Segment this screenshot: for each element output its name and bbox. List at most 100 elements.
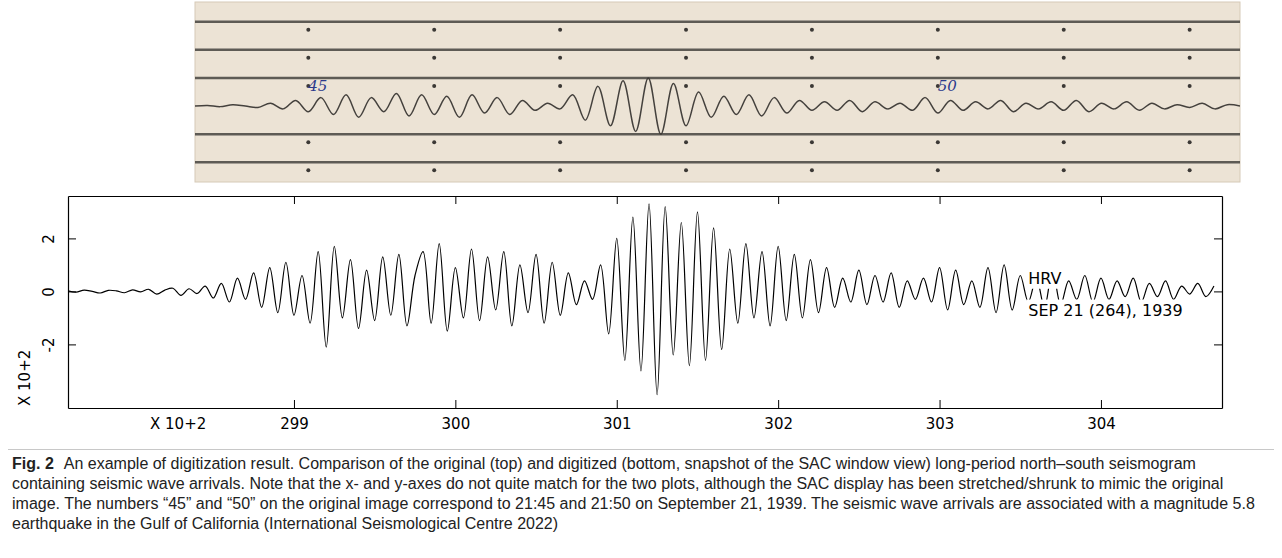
annotation-text: SEP 21 (264), 1939 — [1028, 301, 1182, 320]
sac-panel: 299 300 301 302 303 304 -2 0 2 X 10+2 X 10+2 HRV SEP… — [16, 196, 1223, 433]
minute-mark — [684, 84, 688, 88]
y-axis-right — [1214, 197, 1223, 409]
waveform — [68, 204, 1214, 395]
tick — [1214, 291, 1222, 292]
annotation-background — [1026, 300, 1184, 321]
baseline-trace — [195, 77, 1240, 79]
tick-mark — [294, 400, 295, 408]
minute-mark — [810, 84, 814, 88]
handwritten-note: 45 — [307, 77, 327, 95]
tick-mark — [1214, 238, 1222, 239]
tick-mark — [1214, 291, 1222, 292]
tick: 2 — [40, 234, 76, 244]
tick-label: 0 — [40, 287, 58, 297]
minute-mark — [306, 168, 310, 172]
caption-label: Fig. 2 — [12, 455, 54, 472]
minute-mark — [432, 84, 436, 88]
minute-mark — [810, 168, 814, 172]
tick-mark — [1214, 344, 1222, 345]
minute-mark — [1188, 84, 1192, 88]
minute-mark — [936, 56, 940, 60]
tick-mark — [1101, 196, 1102, 204]
tick: 300 — [442, 400, 471, 433]
y-axis-title: X 10+2 — [16, 350, 34, 406]
minute-mark — [558, 168, 562, 172]
tick-label: 302 — [764, 415, 793, 433]
minute-mark — [1062, 140, 1066, 144]
x-axis-title: X 10+2 — [150, 415, 206, 433]
minute-mark — [810, 140, 814, 144]
tick-label: 304 — [1087, 415, 1116, 433]
tick — [617, 196, 618, 204]
caption: Fig. 2An example of digitization result.… — [12, 454, 1270, 534]
tick-label: 303 — [926, 415, 955, 433]
tick-label: 301 — [603, 415, 632, 433]
minute-marks — [306, 28, 1191, 173]
minute-mark — [1188, 168, 1192, 172]
tick — [1214, 238, 1222, 239]
minute-mark — [432, 56, 436, 60]
baseline-trace — [195, 161, 1240, 163]
minute-mark — [1062, 168, 1066, 172]
minute-mark — [432, 28, 436, 32]
tick: 299 — [280, 400, 309, 433]
tick — [778, 196, 779, 204]
minute-mark — [936, 140, 940, 144]
minute-mark — [810, 56, 814, 60]
original-panel: 45 50 — [195, 2, 1240, 182]
x-axis: 299 300 301 302 303 304 — [69, 400, 1223, 433]
tick-mark — [778, 400, 779, 408]
tick — [294, 196, 295, 204]
minute-mark — [810, 28, 814, 32]
axis-line — [68, 197, 69, 409]
axis-line — [1222, 197, 1223, 409]
handwritten-note: 50 — [938, 77, 958, 95]
tick — [455, 196, 456, 204]
tick: 301 — [603, 400, 632, 433]
tick — [940, 196, 941, 204]
annotation-text: HRV — [1028, 269, 1061, 288]
annotation: HRV — [1026, 268, 1063, 289]
minute-mark — [558, 84, 562, 88]
baseline-trace — [195, 133, 1240, 135]
tick-label: -2 — [40, 337, 58, 352]
annotation: SEP 21 (264), 1939 — [1026, 300, 1184, 321]
baseline-trace — [195, 49, 1240, 51]
tick-mark — [455, 196, 456, 204]
tick: 0 — [40, 287, 76, 297]
tick-mark — [940, 400, 941, 408]
seismogram-line — [68, 204, 1214, 395]
x-axis-top — [69, 196, 1223, 204]
minute-mark — [1188, 140, 1192, 144]
tick-mark — [617, 400, 618, 408]
tick-mark — [68, 344, 76, 345]
handwritten-notes: 45 50 — [307, 77, 957, 95]
caption-text: An example of digitization result. Compa… — [12, 455, 1255, 532]
minute-mark — [684, 28, 688, 32]
minute-mark — [558, 56, 562, 60]
axis-line — [69, 408, 1223, 409]
minute-mark — [684, 168, 688, 172]
tick-label: 300 — [442, 415, 471, 433]
minute-mark — [306, 56, 310, 60]
traces — [195, 22, 1240, 173]
tick-mark — [778, 196, 779, 204]
tick: 302 — [764, 400, 793, 433]
plot-annotations: HRV SEP 21 (264), 1939 — [1026, 268, 1184, 321]
tick-mark — [455, 400, 456, 408]
tick — [1214, 344, 1222, 345]
minute-mark — [1188, 56, 1192, 60]
minute-mark — [684, 56, 688, 60]
figure: 45 50 299 300 301 302 303 304 -2 0 2 X 10+2 X 10+2 HR… — [0, 0, 1282, 448]
tick-mark — [940, 196, 941, 204]
tick-mark — [68, 291, 76, 292]
seismogram-trace — [195, 78, 1240, 134]
minute-mark — [432, 140, 436, 144]
plot-background — [68, 196, 1222, 408]
y-axis: -2 0 2 — [40, 197, 76, 409]
annotation-background — [1026, 268, 1063, 289]
minute-mark — [432, 168, 436, 172]
baseline-trace — [195, 20, 1240, 22]
minute-mark — [306, 28, 310, 32]
axis-line — [69, 196, 1223, 197]
